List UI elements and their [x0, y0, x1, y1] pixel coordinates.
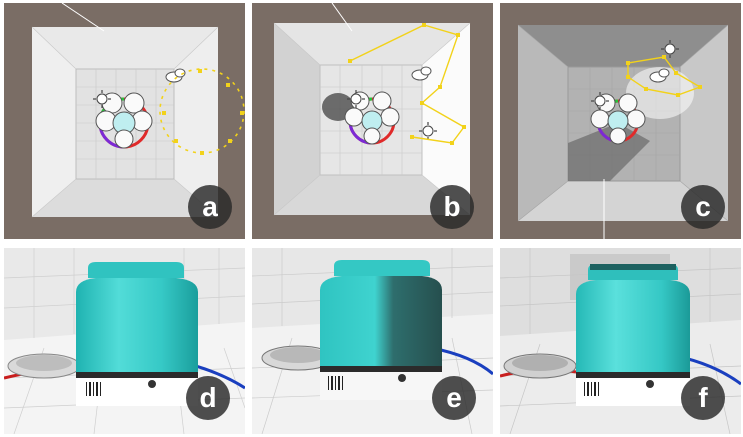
scene-view-c: c — [500, 3, 741, 239]
sun-icon — [419, 122, 437, 140]
render-view-d: d — [4, 248, 245, 434]
render-view-e-canvas — [252, 248, 493, 434]
render-view-e: e — [252, 248, 493, 434]
panel-label-f: f — [681, 376, 725, 420]
sun-icon — [93, 90, 111, 108]
panel-label-a: a — [188, 185, 232, 229]
render-view-d-canvas — [4, 248, 245, 434]
panel-label-c: c — [681, 185, 725, 229]
light-probe-icon — [590, 93, 646, 145]
scene-view-b: b — [252, 3, 493, 239]
panel-label-b: b — [430, 185, 474, 229]
cloud-icon — [165, 68, 186, 83]
sun-icon — [591, 92, 609, 110]
scene-view-a: a — [4, 3, 245, 239]
panel-label-d: d — [186, 376, 230, 420]
light-probe-icon — [95, 92, 153, 149]
cloud-icon — [411, 66, 432, 81]
sun-icon — [661, 40, 679, 58]
cloud-icon — [649, 68, 670, 83]
panel-label-e: e — [432, 376, 476, 420]
render-view-f-canvas — [500, 248, 741, 434]
sun-icon — [347, 90, 365, 108]
scene-view-a-canvas — [4, 3, 245, 239]
render-view-f: f — [500, 248, 741, 434]
